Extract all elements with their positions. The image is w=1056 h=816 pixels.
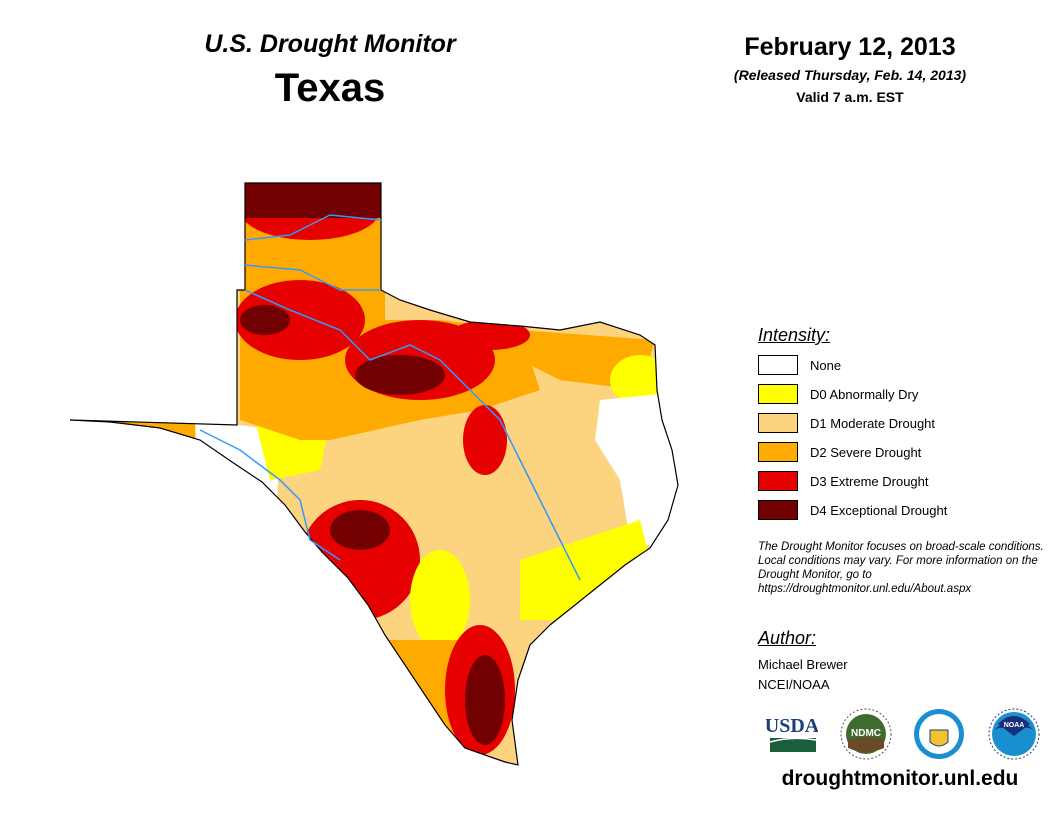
d3-region-central: [463, 405, 507, 475]
d4-region-panhandle: [245, 183, 381, 218]
legend-title: Intensity:: [758, 325, 831, 345]
brazos-river: [244, 289, 581, 581]
legend-label: D2 Severe Drought: [810, 444, 922, 460]
legend-label: D0 Abnormally Dry: [810, 386, 919, 402]
legend-swatch: [758, 500, 798, 520]
d4-region-valley: [465, 655, 505, 745]
d4-region-south-plains: [240, 305, 290, 335]
website-url[interactable]: droughtmonitor.unl.edu: [781, 767, 1019, 790]
author-org: NCEI/NOAA: [758, 677, 830, 692]
red-river-fork: [244, 264, 381, 291]
map-title: U.S. Drought Monitor: [204, 30, 456, 58]
legend-swatch: [758, 413, 798, 433]
noaa-logo-text: NOAA: [1004, 722, 1025, 729]
legend-swatch: [758, 442, 798, 462]
legend-label: D1 Moderate Drought: [810, 415, 936, 431]
canadian-river: [244, 214, 382, 241]
rivers: [199, 214, 581, 581]
commerce-seal-logo: [914, 709, 964, 759]
legend-item-d2: D2 Severe Drought: [758, 441, 921, 463]
d4-region-southwest: [330, 510, 390, 550]
usda-logo: USDA: [766, 715, 818, 752]
legend-item-none: None: [758, 354, 841, 376]
legend-swatch: [758, 471, 798, 491]
legend-swatch: [758, 355, 798, 375]
legend-item-d1: D1 Moderate Drought: [758, 412, 935, 434]
author-name: Michael Brewer: [758, 657, 848, 672]
region-title: Texas: [274, 66, 386, 110]
disclaimer-note: The Drought Monitor focuses on broad-sca…: [758, 541, 1044, 595]
release-date: (Released Thursday, Feb. 14, 2013): [733, 67, 967, 83]
d0-region-northeast: [610, 355, 670, 405]
legend-item-d4: D4 Exceptional Drought: [758, 499, 947, 521]
valid-time: Valid 7 a.m. EST: [796, 89, 904, 105]
map-date: February 12, 2013: [744, 33, 956, 61]
legend-item-d3: D3 Extreme Drought: [758, 470, 929, 492]
legend-label: None: [810, 357, 842, 373]
legend-swatch: [758, 384, 798, 404]
d4-region-rolling-plains: [355, 355, 445, 395]
usda-logo-text: USDA: [766, 715, 818, 737]
legend-item-d0: D0 Abnormally Dry: [758, 383, 918, 405]
d3-region-red-river: [450, 320, 530, 350]
author-title: Author:: [758, 628, 817, 648]
pecos-river: [199, 429, 341, 561]
d0-region-coast: [520, 520, 650, 620]
d0-region-south-central: [410, 550, 470, 650]
d2-region-far-west: [70, 410, 200, 560]
noaa-logo: NOAA: [988, 708, 1040, 760]
ndmc-logo: NDMC: [840, 708, 892, 760]
ndmc-logo-text: NDMC: [851, 728, 881, 739]
legend-label: D3 Extreme Drought: [810, 473, 929, 489]
legend-label: D4 Exceptional Drought: [810, 502, 948, 518]
